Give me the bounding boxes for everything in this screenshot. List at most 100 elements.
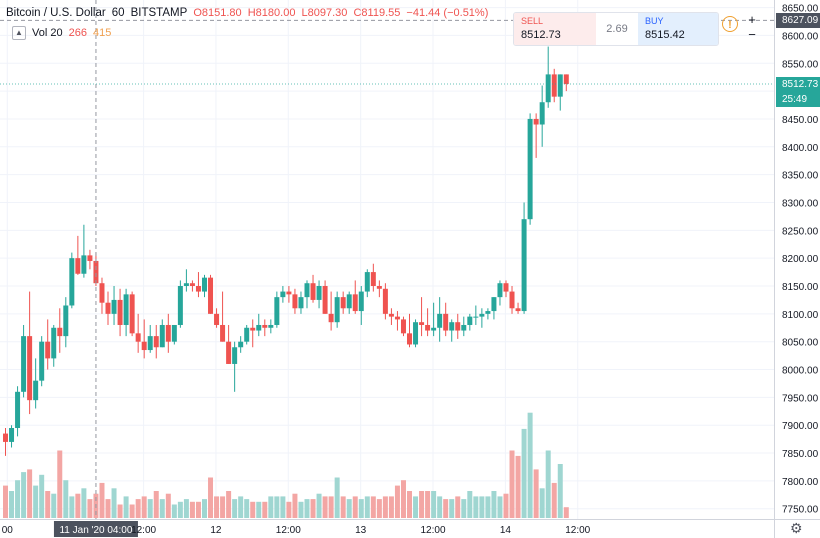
volume-bar — [443, 499, 449, 518]
volume-bar — [394, 485, 400, 518]
candle-body — [123, 294, 129, 325]
candle-body — [147, 336, 153, 351]
candle-body — [159, 324, 165, 348]
exchange-label: BITSTAMP — [130, 7, 188, 19]
candle-body — [419, 322, 425, 325]
volume-bar — [304, 499, 310, 518]
candle-body — [304, 283, 310, 298]
candle-body — [545, 74, 551, 103]
gear-icon[interactable]: ⚙ — [790, 520, 803, 536]
volume-value-b: 415 — [92, 26, 112, 39]
candle-body — [21, 336, 27, 392]
x-tick-label: 12:00 — [131, 525, 156, 536]
candle-body — [33, 380, 39, 401]
buy-button[interactable]: BUY 8515.42 — [638, 13, 718, 45]
candle-body — [268, 324, 274, 328]
volume-bar — [9, 491, 15, 518]
y-tick-label: 8200.00 — [782, 254, 819, 265]
candle-body — [250, 327, 256, 331]
y-tick-label: 8550.00 — [782, 59, 819, 70]
candle-body — [479, 313, 485, 317]
candle-body — [45, 341, 51, 359]
volume-bar — [244, 499, 250, 518]
volume-bar — [57, 450, 63, 518]
candle-body — [455, 322, 461, 331]
volume-bar — [388, 496, 394, 518]
volume-bar — [105, 499, 111, 518]
candle-body — [9, 428, 15, 442]
volume-bar — [455, 496, 461, 518]
zoom-in-button[interactable]: + — [748, 12, 756, 27]
candle-body — [274, 297, 280, 325]
volume-bar — [515, 455, 521, 518]
x-tick-label: 12:00 — [565, 525, 590, 536]
y-tick-label: 8350.00 — [782, 171, 819, 182]
volume-bar — [376, 499, 382, 518]
symbol-name[interactable]: Bitcoin / U.S. Dollar — [6, 7, 106, 19]
trade-panel: SELL 8512.73 2.69 BUY 8515.42 — [513, 12, 719, 46]
candle-body — [117, 299, 123, 325]
volume-bar — [280, 496, 286, 518]
candle-body — [93, 260, 99, 284]
volume-bar — [491, 491, 497, 518]
volume-bar — [141, 496, 147, 518]
candle-body — [364, 272, 370, 292]
candle-body — [485, 311, 491, 314]
chart-overlay: 11 Jan '20 04:00 — [0, 0, 774, 537]
candle-body — [135, 333, 141, 342]
volume-bar — [153, 491, 159, 518]
candle-body — [3, 433, 8, 442]
volume-value-a: 266 — [68, 26, 87, 39]
volume-bar — [15, 480, 21, 518]
crosshair-time-tag — [53, 521, 138, 537]
ohlc-close: C8119.55 — [353, 7, 401, 19]
candle-body — [165, 324, 171, 342]
candle-body — [153, 336, 159, 348]
volume-bar — [370, 496, 376, 518]
zoom-controls: + − — [745, 13, 759, 43]
candle-body — [376, 286, 382, 289]
ohlc-high: H8180.00 — [247, 7, 296, 19]
volume-bar — [551, 482, 557, 518]
candle-body — [334, 297, 340, 323]
volume-bar — [45, 491, 51, 518]
candle-body — [292, 294, 298, 309]
candle-body — [328, 313, 334, 323]
volume-bar — [485, 496, 491, 518]
volume-bar — [195, 501, 201, 518]
volume-bar — [21, 472, 27, 518]
sell-button[interactable]: SELL 8512.73 — [514, 13, 596, 45]
volume-bar — [533, 469, 539, 518]
y-tick-label: 7950.00 — [782, 393, 819, 404]
candle-body — [256, 324, 262, 331]
volume-bar — [449, 499, 455, 518]
y-tick-label: 8300.00 — [782, 198, 819, 209]
volume-label[interactable]: Vol 20 — [32, 26, 63, 39]
volume-bar — [208, 477, 214, 518]
volume-bar — [340, 496, 346, 518]
y-tick-label: 7750.00 — [782, 505, 819, 516]
volume-bar — [123, 496, 129, 518]
candle-body — [310, 283, 316, 300]
volume-bar — [473, 496, 479, 518]
volume-bar — [117, 504, 123, 518]
candle-body — [15, 391, 21, 429]
interval-label[interactable]: 60 — [111, 7, 125, 19]
candle-body — [503, 283, 509, 292]
volume-bar — [407, 491, 413, 518]
candle-body — [443, 313, 449, 331]
sell-label: SELL — [521, 16, 544, 26]
volume-bar — [419, 491, 425, 518]
info-icon[interactable]: ! — [722, 16, 738, 32]
volume-bar — [165, 493, 171, 518]
candle-body — [388, 313, 394, 317]
volume-bar — [33, 485, 39, 518]
chevron-up-icon[interactable]: ▲ — [12, 26, 26, 40]
zoom-out-button[interactable]: − — [748, 27, 756, 42]
candle-body — [177, 286, 183, 325]
volume-bar — [497, 496, 503, 518]
x-tick-label: 12:00 — [276, 525, 301, 536]
volume-bar — [129, 504, 135, 518]
volume-bar — [238, 496, 244, 518]
